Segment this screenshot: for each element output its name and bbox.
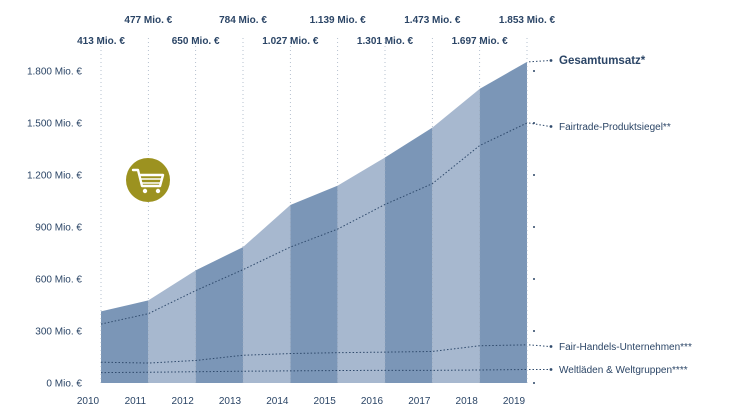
vertical-grid-lines [100,38,535,384]
area-band-2018 [479,61,527,384]
area-band-2012 [195,247,243,383]
y-tick-label: 1.200 Mio. € [27,171,82,182]
right-tick-dot [533,278,535,280]
legend-label-3: Weltläden & Weltgruppen**** [559,365,688,376]
area-band-2010 [101,300,149,383]
area-band-2016 [385,127,433,384]
x-tick-label: 2019 [503,396,526,407]
area-band-2015 [337,157,385,383]
right-tick-dot [533,330,535,332]
series-line-2 [100,344,528,364]
total-label-2011: 477 Mio. € [124,15,172,26]
right-tick-dot [533,174,535,176]
legend-dot-0 [549,59,553,62]
total-label-2014: 1.027 Mio. € [262,36,319,47]
area-band-2013 [243,204,291,383]
legend-leader-2 [528,344,551,347]
total-label-2019: 1.853 Mio. € [499,15,556,26]
y-tick-label: 1.500 Mio. € [27,119,82,130]
area-band-2011 [148,270,196,383]
total-value-labels: 413 Mio. € 477 Mio. €650 Mio. € 784 Mio. €… [77,15,555,47]
x-tick-label: 2017 [408,396,431,407]
area-band-2014 [290,185,338,383]
series-line-1 [100,122,528,325]
x-tick-label: 2016 [361,396,384,407]
total-label-2018: 1.697 Mio. € [452,36,509,47]
total-label-2010: 413 Mio. € [77,36,125,47]
legend-dot-2 [549,345,553,348]
right-tick-dot [533,382,535,384]
total-label-2015: 1.139 Mio. € [310,15,367,26]
legend-dot-1 [549,125,553,128]
x-tick-label: 2010 [77,396,100,407]
right-tick-dot [533,70,535,72]
total-label-2016: 1.301 Mio. € [357,36,414,47]
x-tick-label: 2011 [125,396,147,407]
series-lines [100,122,528,374]
y-tick-label: 600 Mio. € [35,275,82,286]
area-band-2017 [432,88,480,383]
axis-tick-labels: 0 Mio. € 300 Mio. € 600 Mio. € 900 Mio. € 1.… [27,67,526,408]
y-tick-label: 0 Mio. € [46,379,82,390]
series-line-3 [100,368,528,374]
legend-dot-3 [549,368,553,371]
legend-label-2: Fair-Handels-Unternehmen*** [559,342,692,353]
area-bands [101,61,527,384]
total-label-2017: 1.473 Mio. € [404,15,461,26]
legend-leader-1 [528,122,551,127]
legend-leader-0 [528,60,551,63]
right-tick-dot [533,226,535,228]
x-tick-label: 2013 [219,396,242,407]
legend: Gesamtumsatz* Fairtrade-Produktsiegel** Fa… [528,55,692,376]
x-tick-label: 2012 [172,396,195,407]
y-tick-label: 300 Mio. € [35,327,82,338]
y-tick-label: 1.800 Mio. € [27,67,82,78]
legend-label-0: Gesamtumsatz* [559,55,646,67]
x-tick-label: 2018 [456,396,479,407]
shopping-cart-icon [126,158,170,202]
x-tick-label: 2015 [314,396,337,407]
total-label-2012: 650 Mio. € [172,36,220,47]
legend-label-1: Fairtrade-Produktsiegel** [559,122,671,133]
y-tick-label: 900 Mio. € [35,223,82,234]
x-tick-label: 2014 [266,396,289,407]
total-label-2013: 784 Mio. € [219,15,267,26]
